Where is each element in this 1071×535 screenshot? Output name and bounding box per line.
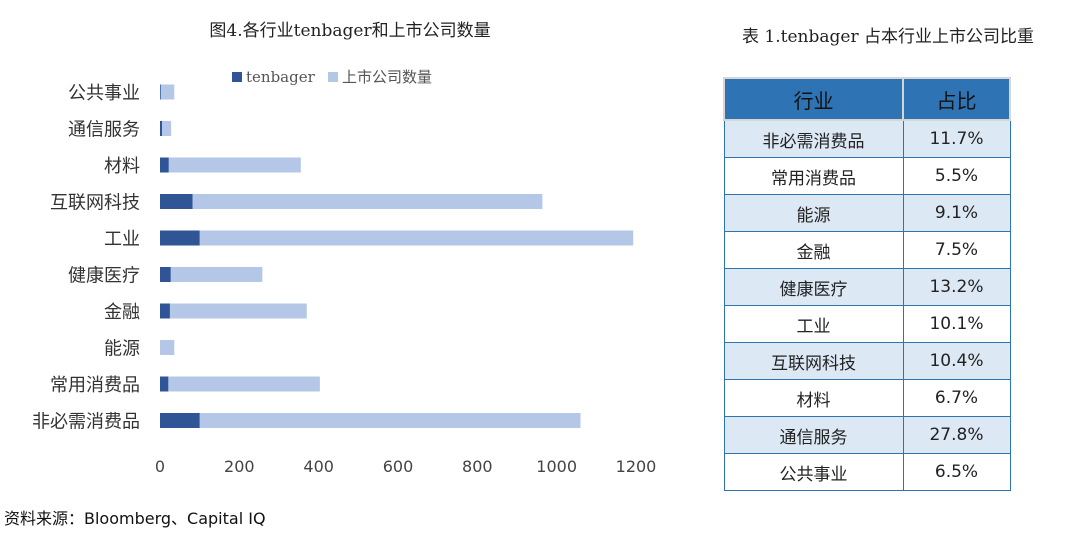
share-cell: 5.5% — [902, 157, 1011, 195]
table-row: 公共事业 6.5% — [723, 453, 1011, 491]
category-label: 通信服务 — [68, 120, 140, 141]
header-share: 占比 — [902, 77, 1011, 121]
table-row: 互联网科技 10.4% — [723, 342, 1011, 380]
category-label: 能源 — [104, 339, 140, 360]
industry-cell: 能源 — [723, 194, 904, 232]
category-label: 公共事业 — [68, 83, 140, 104]
bar-tenbager — [160, 267, 171, 282]
share-cell: 10.4% — [902, 342, 1011, 380]
industry-cell: 非必需消费品 — [723, 119, 904, 158]
category-label: 健康医疗 — [68, 266, 140, 287]
bar-tenbager — [160, 157, 169, 173]
category-label: 常用消费品 — [50, 375, 140, 396]
share-cell: 9.1% — [902, 194, 1011, 232]
table-row: 金融 7.5% — [723, 231, 1011, 269]
bar-listed-companies — [169, 303, 307, 319]
share-cell: 27.8% — [902, 416, 1011, 454]
stacked-bar-chart: tenbager 上市公司数量公共事业通信服务材料互联网科技工业健康医疗金融能源常… — [32, 68, 657, 475]
share-cell: 7.5% — [902, 231, 1011, 269]
industry-cell: 材料 — [723, 379, 904, 417]
table-row: 通信服务 27.8% — [723, 416, 1011, 454]
share-cell: 6.5% — [902, 453, 1011, 491]
category-label: 材料 — [104, 156, 140, 177]
table-row: 材料 6.7% — [723, 379, 1011, 417]
x-tick-label: 200 — [224, 457, 255, 475]
bar-listed-companies — [168, 157, 301, 173]
legend-swatch — [328, 72, 338, 82]
x-tick-label: 1200 — [616, 457, 657, 475]
table-row: 能源 9.1% — [723, 194, 1011, 232]
bar-listed-companies — [199, 230, 634, 246]
legend-swatch — [232, 72, 242, 82]
bar-listed-companies — [192, 194, 543, 209]
industry-cell: 常用消费品 — [723, 157, 904, 195]
category-label: 工业 — [104, 229, 140, 250]
share-cell: 6.7% — [902, 379, 1011, 417]
table-row: 工业 10.1% — [723, 305, 1011, 343]
source-note: 资料来源：Bloomberg、Capital IQ — [4, 509, 266, 528]
industry-cell: 通信服务 — [723, 416, 904, 454]
table-row: 常用消费品 5.5% — [723, 157, 1011, 195]
industry-cell: 公共事业 — [723, 453, 904, 491]
share-cell: 13.2% — [902, 268, 1011, 306]
industry-cell: 工业 — [723, 305, 904, 343]
industry-cell: 金融 — [723, 231, 904, 269]
category-label: 互联网科技 — [50, 193, 140, 214]
x-tick-label: 1000 — [536, 457, 577, 475]
table-title: 表 1.tenbager 占本行业上市公司比重 — [742, 27, 1034, 47]
category-label: 金融 — [104, 302, 140, 323]
bar-listed-companies — [161, 121, 172, 136]
legend-label: tenbager — [246, 68, 316, 86]
bar-listed-companies — [168, 376, 320, 392]
bar-tenbager — [160, 303, 170, 319]
table-row: 健康医疗 13.2% — [723, 268, 1011, 306]
chart-title: 图4.各行业tenbager和上市公司数量 — [209, 21, 491, 41]
bar-tenbager — [160, 84, 161, 100]
x-tick-label: 0 — [155, 457, 165, 475]
bar-tenbager — [160, 194, 193, 209]
table-row: 非必需消费品 11.7% — [723, 119, 1011, 158]
x-tick-label: 400 — [303, 457, 334, 475]
x-tick-label: 800 — [462, 457, 493, 475]
x-tick-label: 600 — [383, 457, 414, 475]
header-industry: 行业 — [723, 77, 904, 121]
bar-tenbager — [160, 413, 200, 428]
bar-listed-companies — [170, 267, 263, 282]
category-label: 非必需消费品 — [32, 412, 140, 433]
share-cell: 10.1% — [902, 305, 1011, 343]
table-header-row: 行业 占比 — [723, 77, 1011, 121]
share-cell: 11.7% — [902, 119, 1011, 158]
share-table: 行业 占比 非必需消费品 11.7% 常用消费品 5.5% 能源 9.1% 金融 7.5… — [723, 77, 1011, 491]
bar-tenbager — [160, 230, 200, 246]
bar-tenbager — [160, 121, 162, 136]
industry-cell: 健康医疗 — [723, 268, 904, 306]
industry-cell: 互联网科技 — [723, 342, 904, 380]
bar-tenbager — [160, 376, 169, 392]
bar-listed-companies — [199, 413, 581, 428]
bar-listed-companies — [160, 84, 175, 100]
bar-listed-companies — [160, 340, 175, 355]
legend-label: 上市公司数量 — [342, 68, 432, 86]
